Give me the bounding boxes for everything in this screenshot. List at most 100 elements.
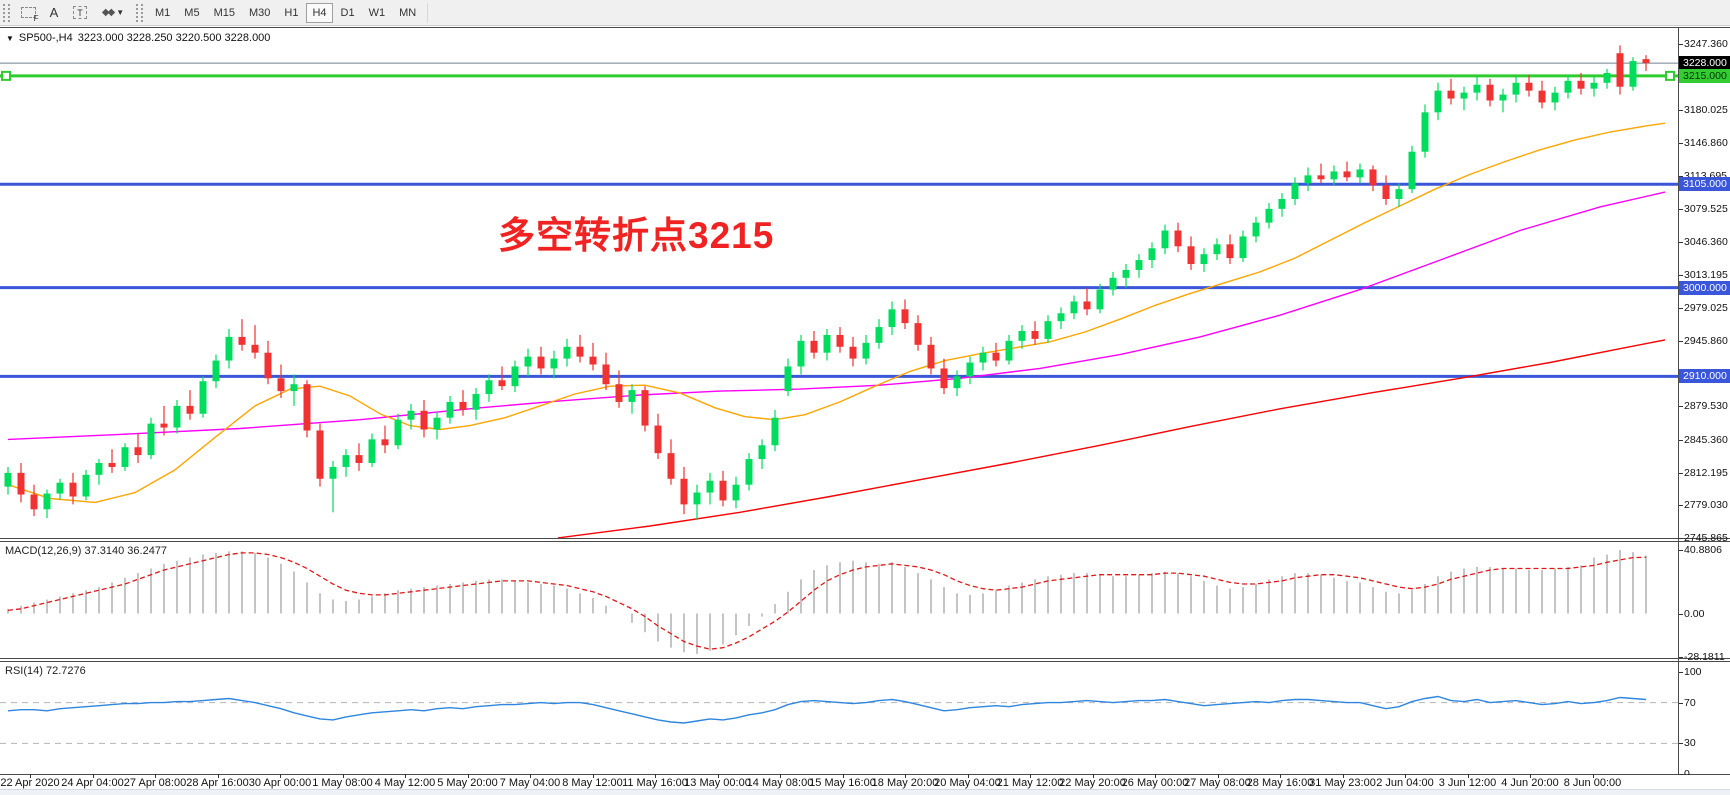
- price-tick-label: 3247.360: [1679, 38, 1730, 51]
- price-tick-label: 3079.525: [1679, 203, 1730, 216]
- time-tick: [1530, 774, 1531, 778]
- time-label: 18 May 20:00: [871, 777, 939, 789]
- time-tick: [530, 774, 531, 778]
- time-tick: [405, 774, 406, 778]
- timeframe-button-m15[interactable]: M15: [213, 6, 235, 19]
- price-tick-label: 2779.030: [1679, 499, 1730, 512]
- blue-level-badge-3105: 3105.000: [1679, 177, 1730, 192]
- arrows-tool-button[interactable]: ◆◆ ▼: [93, 2, 133, 24]
- time-label: 4 Jun 20:00: [1501, 777, 1559, 789]
- current-price-badge: 3228.000: [1679, 56, 1730, 71]
- rsi-tick-label: 0: [1679, 768, 1730, 781]
- toolbar-grip-2[interactable]: [136, 3, 143, 22]
- time-tick: [1342, 774, 1344, 778]
- time-tick: [1030, 774, 1031, 778]
- price-tick-label: 2979.025: [1679, 302, 1730, 315]
- macd-indicator-panel[interactable]: MACD(12,26,9) 37.3140 36.2477 40.8806 0.0…: [0, 541, 1730, 663]
- price-tick-label: 2945.860: [1679, 335, 1730, 348]
- text-icon: A: [49, 5, 59, 20]
- text-label-icon: T: [73, 6, 87, 19]
- time-label: 26 May 00:00: [1121, 777, 1189, 789]
- time-label: 28 May 16:00: [1246, 777, 1314, 789]
- chevron-down-icon: ▼: [116, 8, 125, 17]
- time-label: 4 May 12:00: [374, 777, 436, 789]
- price-tick-label: 3180.025: [1679, 104, 1730, 117]
- timeframe-button-m1[interactable]: M1: [155, 6, 171, 19]
- timeframe-button-d1[interactable]: D1: [340, 6, 355, 19]
- timeframe-button-mn[interactable]: MN: [399, 6, 417, 19]
- time-tick: [717, 774, 719, 778]
- time-label: 13 May 00:00: [684, 777, 751, 789]
- green-level-badge: 3215.000: [1679, 68, 1730, 83]
- axis-divider-line: [1678, 27, 1679, 775]
- rsi-label: RSI(14) 72.7276: [5, 665, 86, 677]
- time-label: 5 May 20:00: [437, 777, 498, 789]
- shapes-icon: ◆◆: [101, 7, 115, 18]
- timeframe-button-m5[interactable]: M5: [184, 6, 200, 19]
- time-label: 11 May 16:00: [622, 777, 688, 789]
- main-chart-canvas[interactable]: [0, 28, 1678, 538]
- chart-symbol-timeframe: SP500-,H4: [18, 32, 73, 44]
- timeframe-button-m30[interactable]: M30: [248, 6, 271, 19]
- time-tick: [967, 774, 969, 778]
- text-tool-button[interactable]: A: [41, 2, 67, 24]
- main-chart-panel[interactable]: ▼ SP500-,H4 3223.000 3228.250 3220.500 3…: [0, 27, 1730, 544]
- time-tick: [592, 774, 594, 778]
- status-strip: [0, 789, 1730, 795]
- time-label: 22 May 20:00: [1059, 777, 1126, 789]
- toolbar-grip[interactable]: [3, 3, 10, 22]
- rsi-tick-label: 100: [1679, 666, 1730, 679]
- time-label: 22 Apr 2020: [0, 777, 60, 789]
- time-tick: [780, 774, 781, 778]
- time-label: 27 May 08:00: [1184, 777, 1251, 789]
- time-label: 8 Jun 00:00: [1563, 777, 1622, 789]
- rsi-tick-label: 30: [1679, 737, 1730, 750]
- symbol-dropdown-icon[interactable]: ▼: [6, 33, 14, 43]
- time-label: 1 May 08:00: [312, 777, 373, 789]
- time-tick: [1592, 774, 1594, 778]
- blue-level-badge-3000: 3000.000: [1679, 280, 1730, 295]
- time-tick: [1467, 774, 1469, 778]
- time-tick: [1280, 774, 1281, 778]
- time-axis[interactable]: 22 Apr 2020 24 Apr 04:00 27 Apr 08:00 28 Ap…: [0, 774, 1730, 789]
- price-tick-label: 3046.360: [1679, 236, 1730, 249]
- time-tick: [217, 774, 219, 778]
- time-label: 2 Jun 04:00: [1376, 777, 1434, 789]
- rsi-canvas[interactable]: [0, 662, 1678, 774]
- macd-tick-label: 40.8806: [1679, 544, 1730, 557]
- time-label: 28 Apr 16:00: [186, 777, 249, 789]
- time-tick: [1405, 774, 1406, 778]
- time-tick: [155, 774, 156, 778]
- time-tick: [655, 774, 656, 778]
- time-label: 3 Jun 12:00: [1438, 777, 1497, 789]
- fibonacci-tool-button[interactable]: F: [15, 2, 41, 24]
- price-tick-label: 2845.360: [1679, 434, 1730, 447]
- price-tick-label: 3146.860: [1679, 137, 1730, 150]
- time-label: 24 Apr 04:00: [61, 777, 124, 789]
- macd-label: MACD(12,26,9) 37.3140 36.2477: [5, 545, 168, 557]
- macd-tick-label: 0.00: [1679, 608, 1730, 621]
- time-tick: [92, 774, 94, 778]
- macd-tick-label: -28.1811: [1679, 651, 1730, 664]
- time-label: 7 May 04:00: [499, 777, 561, 789]
- toolbar: F A T ◆◆ ▼ M1 M5 M15 M30 H1 H4 D1 W1 MN: [0, 0, 1730, 26]
- time-tick: [30, 774, 31, 778]
- text-label-tool-button[interactable]: T: [67, 2, 93, 24]
- chart-title: ▼ SP500-,H4 3223.000 3228.250 3220.500 3…: [6, 32, 270, 44]
- macd-canvas[interactable]: [0, 542, 1678, 658]
- time-tick: [467, 774, 469, 778]
- time-tick: [1092, 774, 1094, 778]
- timeframe-button-h4[interactable]: H4: [306, 2, 333, 23]
- time-tick: [1217, 774, 1219, 778]
- chart-ohlc-values: 3223.000 3228.250 3220.500 3228.000: [77, 32, 271, 44]
- timeframe-bar: M1 M5 M15 M30 H1 H4 D1 W1 MN: [148, 0, 423, 26]
- price-tick-label: 2879.530: [1679, 400, 1730, 413]
- time-tick: [905, 774, 906, 778]
- timeframe-button-h1[interactable]: H1: [284, 6, 299, 19]
- time-tick: [280, 774, 281, 778]
- rsi-indicator-panel[interactable]: RSI(14) 72.7276 100 70 30 0: [0, 661, 1730, 780]
- time-label: 30 Apr 00:00: [248, 777, 312, 789]
- rsi-tick-label: 70: [1679, 697, 1730, 710]
- timeframe-button-w1[interactable]: W1: [368, 6, 386, 19]
- chart-text-annotation[interactable]: 多空转折点3215: [498, 215, 775, 256]
